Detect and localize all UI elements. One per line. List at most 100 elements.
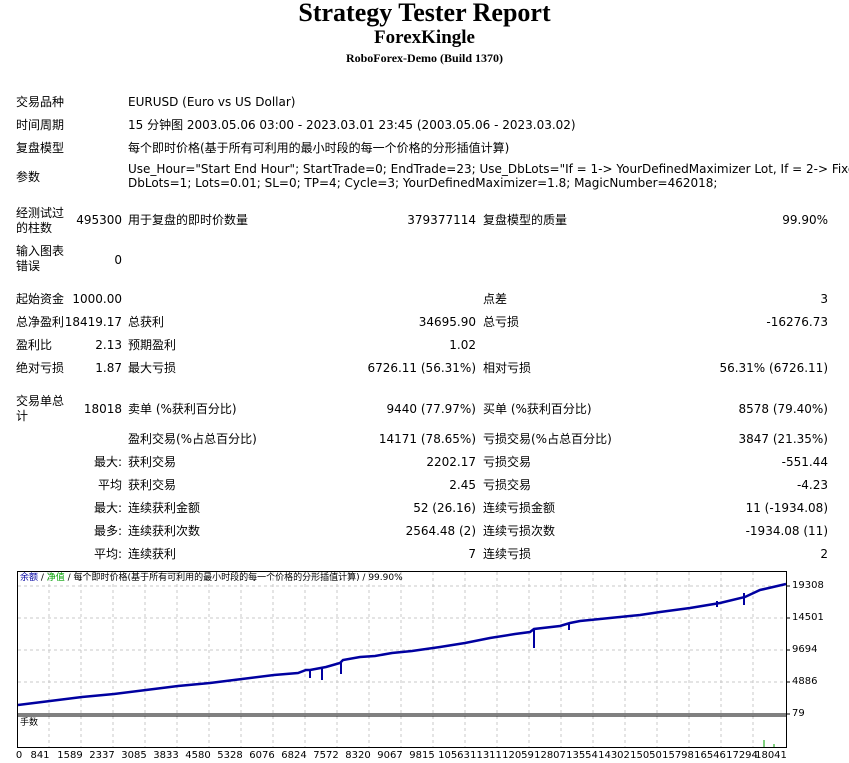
gross-profit-value: 34695.90 xyxy=(418,315,476,329)
short-value: 9440 (77.97%) xyxy=(386,402,476,416)
x-tick: 11311 xyxy=(470,750,502,761)
x-tick: 4580 xyxy=(185,750,211,761)
x-tick: 6824 xyxy=(281,750,307,761)
net-profit-label: 总净盈利 xyxy=(16,315,65,329)
gross-profit-label: 总获利 xyxy=(128,315,165,329)
loss-trades-value: 3847 (21.35%) xyxy=(738,432,828,446)
max-drawdown-value: 6726.11 (56.31%) xyxy=(367,361,476,375)
legend-equity: 净值 xyxy=(46,573,65,583)
long-label: 买单 (%获利百分比) xyxy=(483,402,592,416)
y-tick: 9694 xyxy=(792,644,818,655)
x-tick: 3833 xyxy=(153,750,179,761)
quality-value: 99.90% xyxy=(782,213,828,227)
errors-value: 0 xyxy=(114,253,122,267)
x-tick: 17294 xyxy=(726,750,758,761)
avg-prefix: 平均: xyxy=(93,547,122,561)
profit-trades-value: 14171 (78.65%) xyxy=(378,432,476,446)
x-tick: 8320 xyxy=(345,750,371,761)
total-trades-label: 交易单总计 xyxy=(16,394,65,423)
largest-loss-label: 亏损交易 xyxy=(483,455,532,469)
x-tick: 16546 xyxy=(694,750,726,761)
params-line1: Use_Hour="Start End Hour"; StartTrade=0;… xyxy=(128,162,849,176)
x-tick: 9067 xyxy=(377,750,403,761)
chart-legend: 余额 / 净值 / 每个即时价格(基于所有可利用的最小时段的每一个价格的分形插值… xyxy=(20,573,403,584)
x-tick: 13554 xyxy=(566,750,598,761)
x-tick: 15798 xyxy=(662,750,694,761)
x-tick: 0 xyxy=(15,750,23,761)
quality-label: 复盘模型的质量 xyxy=(483,213,568,227)
x-tick: 14302 xyxy=(598,750,630,761)
volume-label: 手数 xyxy=(20,718,39,728)
report-title: Strategy Tester Report xyxy=(298,0,551,27)
balance-line xyxy=(17,582,787,707)
avg-consec-wins-label: 连续获利 xyxy=(128,547,177,561)
x-tick: 7572 xyxy=(313,750,339,761)
profit-factor-label: 盈利比 xyxy=(16,338,53,352)
x-tick: 10563 xyxy=(438,750,470,761)
y-tick: 79 xyxy=(792,708,805,719)
period-value: 15 分钟图 2003.05.06 03:00 - 2023.03.01 23:… xyxy=(128,118,576,132)
largest-profit-value: 2202.17 xyxy=(426,455,476,469)
x-tick: 5328 xyxy=(217,750,243,761)
y-tick: 4886 xyxy=(792,676,818,687)
x-tick: 2337 xyxy=(89,750,115,761)
max-consec-wins-label: 连续获利金额 xyxy=(128,501,201,515)
x-tick: 9815 xyxy=(409,750,435,761)
x-tick: 12059 xyxy=(502,750,534,761)
period-label: 时间周期 xyxy=(16,118,65,132)
rel-drawdown-value: 56.31% (6726.11) xyxy=(719,361,828,375)
avg-consec-losses-value: 2 xyxy=(820,547,828,561)
average-loss-label: 亏损交易 xyxy=(483,478,532,492)
legend-model: / 每个即时价格(基于所有可利用的最小时段的每一个价格的分形插值计算) / 99… xyxy=(64,573,403,583)
legend-separator: / xyxy=(38,573,47,583)
initial-deposit-label: 起始资金 xyxy=(16,292,65,306)
maximal-consec-loss-label: 连续亏损次数 xyxy=(483,524,556,538)
average-prefix: 平均 xyxy=(97,478,122,492)
initial-deposit-value: 1000.00 xyxy=(72,292,122,306)
max-consec-wins-value: 52 (26.16) xyxy=(413,501,476,515)
maximal-consec-profit-value: 2564.48 (2) xyxy=(405,524,476,538)
abs-drawdown-value: 1.87 xyxy=(95,361,122,375)
expected-payoff-value: 1.02 xyxy=(449,338,476,352)
avg-consec-wins-value: 7 xyxy=(468,547,476,561)
x-tick: 6076 xyxy=(249,750,275,761)
ticks-label: 用于复盘的即时价数量 xyxy=(128,213,249,227)
server-name: RoboForex-Demo (Build 1370) xyxy=(345,51,504,65)
bars-label: 经测试过的柱数 xyxy=(16,206,65,235)
maximal-consec-profit-label: 连续获利次数 xyxy=(128,524,201,538)
gross-loss-label: 总亏损 xyxy=(483,315,520,329)
x-tick: 841 xyxy=(30,750,50,761)
x-tick: 3085 xyxy=(121,750,147,761)
total-trades-value: 18018 xyxy=(83,402,122,416)
expert-name: ForexKingle xyxy=(374,27,475,48)
profit-factor-value: 2.13 xyxy=(95,338,122,352)
avg-consec-losses-label: 连续亏损 xyxy=(483,547,532,561)
x-tick: 12807 xyxy=(534,750,566,761)
symbol-value: EURUSD (Euro vs US Dollar) xyxy=(128,95,296,109)
spread-label: 点差 xyxy=(483,292,508,306)
largest-profit-label: 获利交易 xyxy=(128,455,177,469)
legend-balance: 余额 xyxy=(20,573,39,583)
max-drawdown-label: 最大亏损 xyxy=(128,361,177,375)
bars-value: 495300 xyxy=(76,213,122,227)
max-consec-losses-label: 连续亏损金额 xyxy=(483,501,556,515)
loss-trades-label: 亏损交易(%占总百分比) xyxy=(483,432,612,446)
x-tick: 15050 xyxy=(630,750,662,761)
expected-payoff-label: 预期盈利 xyxy=(128,338,177,352)
spread-value: 3 xyxy=(820,292,828,306)
largest-prefix: 最大: xyxy=(93,455,122,469)
max-consec-losses-value: 11 (-1934.08) xyxy=(745,501,828,515)
net-profit-value: 18419.17 xyxy=(64,315,122,329)
rel-drawdown-label: 相对亏损 xyxy=(483,361,532,375)
x-tick: 18041 xyxy=(755,750,787,761)
model-value: 每个即时价格(基于所有可利用的最小时段的每一个价格的分形插值计算) xyxy=(128,141,510,155)
largest-loss-value: -551.44 xyxy=(781,455,828,469)
average-profit-value: 2.45 xyxy=(449,478,476,492)
abs-drawdown-label: 绝对亏损 xyxy=(16,361,65,375)
params-line2: DbLots=1; Lots=0.01; SL=0; TP=4; Cycle=3… xyxy=(128,176,718,190)
profit-trades-label: 盈利交易(%占总百分比) xyxy=(128,432,257,446)
params-label: 参数 xyxy=(16,170,41,184)
average-loss-value: -4.23 xyxy=(796,478,828,492)
maximal-consec-loss-value: -1934.08 (11) xyxy=(745,524,828,538)
